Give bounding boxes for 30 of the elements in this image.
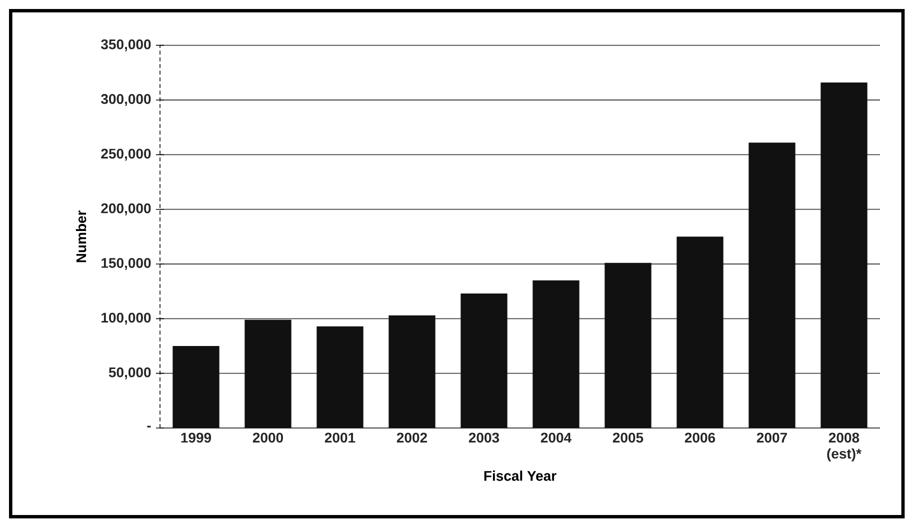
x-axis-title: Fiscal Year [484, 470, 556, 481]
x-tick-label: 2004 [540, 432, 572, 443]
y-tick-label: 250,000 [101, 148, 151, 161]
y-axis-title: Number [76, 210, 86, 262]
x-tick-label: 2007 [756, 432, 787, 443]
y-tick-label: 300,000 [101, 94, 151, 106]
bar [388, 315, 436, 428]
y-tick-label: 150,000 [102, 258, 151, 270]
x-tick-label: 2001 [324, 432, 356, 443]
y-tick-label: 200,000 [101, 203, 151, 216]
y-tick-label: 50,000 [108, 367, 151, 380]
x-tick-label: 2003 [468, 432, 500, 443]
x-tick-label: 2000 [252, 432, 283, 443]
bar [676, 236, 724, 428]
x-tick-label: 2006 [684, 432, 716, 443]
y-tick-label: 100,000 [102, 312, 151, 325]
y-tick-label: 350,000 [101, 39, 151, 52]
x-tick-label: 1999 [181, 432, 212, 443]
bar [172, 346, 220, 428]
bar [820, 82, 868, 428]
bar [316, 326, 364, 428]
x-tick-label: 2002 [396, 432, 427, 443]
y-tick-label: - [147, 426, 151, 428]
bar [460, 294, 508, 428]
x-tick-label: 2008 (est)* [827, 432, 862, 462]
bar [748, 142, 796, 428]
bar [604, 262, 652, 428]
bar [244, 320, 292, 428]
bar [532, 280, 580, 428]
x-tick-label: 2005 [612, 432, 644, 443]
